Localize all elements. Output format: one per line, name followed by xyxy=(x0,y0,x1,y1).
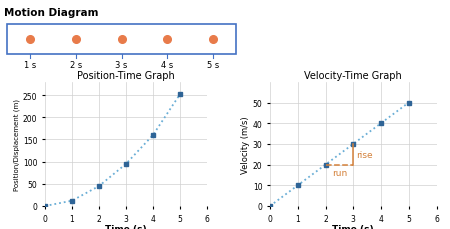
Text: rise: rise xyxy=(356,150,373,159)
Y-axis label: Position/Displacement (m): Position/Displacement (m) xyxy=(14,98,20,190)
Y-axis label: Velocity (m/s): Velocity (m/s) xyxy=(241,116,250,173)
Title: Velocity-Time Graph: Velocity-Time Graph xyxy=(304,70,402,80)
FancyBboxPatch shape xyxy=(7,25,236,55)
X-axis label: Time (s): Time (s) xyxy=(105,224,147,229)
Text: 1 s: 1 s xyxy=(24,61,36,70)
Text: 4 s: 4 s xyxy=(161,61,174,70)
Text: Motion Diagram: Motion Diagram xyxy=(4,8,99,18)
Title: Position-Time Graph: Position-Time Graph xyxy=(77,70,175,80)
Text: 3 s: 3 s xyxy=(115,61,128,70)
X-axis label: Time (s): Time (s) xyxy=(333,224,374,229)
Text: 2 s: 2 s xyxy=(69,61,82,70)
Text: run: run xyxy=(332,168,347,177)
Text: 5 s: 5 s xyxy=(207,61,219,70)
